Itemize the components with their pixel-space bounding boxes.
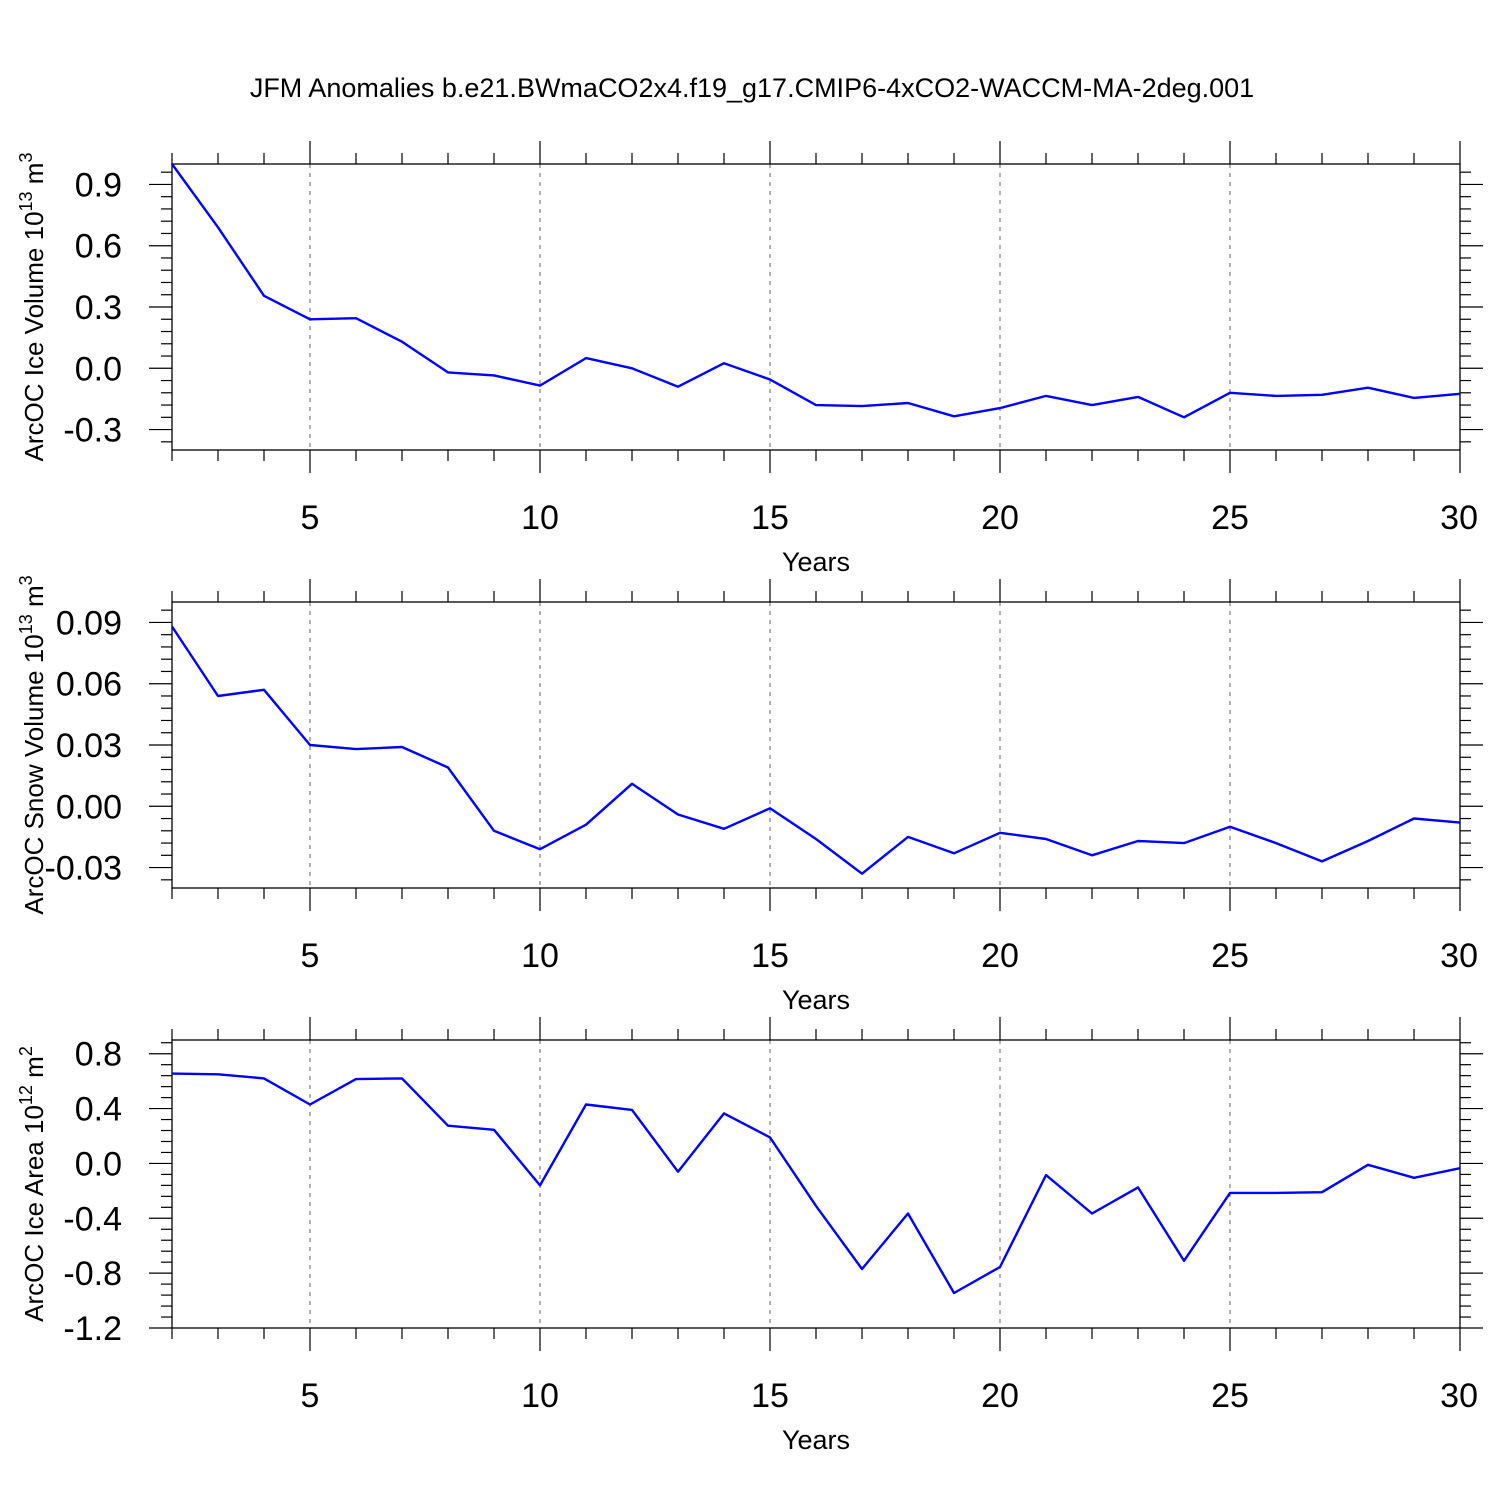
plot-frame bbox=[171, 601, 1461, 889]
y-tick-label: 0.0 bbox=[75, 1145, 122, 1183]
x-tick-label: 30 bbox=[1440, 937, 1478, 975]
x-tick-label: 10 bbox=[521, 499, 559, 537]
series-line bbox=[170, 625, 1461, 875]
y-tick-label: 0.9 bbox=[75, 166, 122, 204]
y-tick-label: 0.03 bbox=[56, 727, 122, 765]
panel-3: 0.8 0.4 0.0 -0.4 -0.8 -1.2 5 10 15 20 25 30 Years Arc… bbox=[16, 1017, 1483, 1455]
y-tick-label: -0.4 bbox=[63, 1200, 122, 1238]
y-tick-label: 0.09 bbox=[56, 604, 122, 642]
x-tick-label: 30 bbox=[1440, 499, 1478, 537]
chart-title: JFM Anomalies b.e21.BWmaCO2x4.f19_g17.CM… bbox=[250, 73, 1254, 103]
x-tick-label: 10 bbox=[521, 937, 559, 975]
y-tick-label: 0.0 bbox=[75, 350, 122, 388]
x-tick-label: 25 bbox=[1211, 499, 1249, 537]
x-tick-label: 20 bbox=[981, 1377, 1019, 1415]
y-axis-label: ArcOC Snow Volume 1013 m3 bbox=[16, 575, 49, 914]
y-tick-label: 0.6 bbox=[75, 228, 122, 266]
series-line bbox=[171, 1072, 1461, 1295]
y-tick-label: 0.8 bbox=[75, 1036, 122, 1074]
panel-2: 0.09 0.06 0.03 0.00 -0.03 5 10 15 20 25 30 Years Arc… bbox=[16, 575, 1483, 1015]
plot-frame bbox=[171, 1039, 1461, 1329]
y-tick-label: -1.2 bbox=[63, 1310, 122, 1348]
x-axis-label: Years bbox=[782, 985, 850, 1015]
y-tick-label: 0.00 bbox=[56, 788, 122, 826]
series-line bbox=[171, 163, 1461, 419]
x-axis-label: Years bbox=[782, 547, 850, 577]
y-tick-label: 0.4 bbox=[75, 1091, 122, 1129]
x-tick-label: 25 bbox=[1211, 1377, 1249, 1415]
plot-frame bbox=[171, 163, 1461, 451]
y-tick-label: -0.8 bbox=[63, 1255, 122, 1293]
y-tick-label: 0.3 bbox=[75, 289, 122, 327]
x-tick-label: 20 bbox=[981, 937, 1019, 975]
x-tick-label: 15 bbox=[751, 1377, 789, 1415]
x-tick-label: 5 bbox=[301, 499, 320, 537]
y-axis-label: ArcOC Ice Area 1012 m2 bbox=[16, 1046, 49, 1322]
y-tick-label: -0.3 bbox=[63, 412, 122, 450]
y-tick-label: 0.06 bbox=[56, 666, 122, 704]
x-tick-label: 5 bbox=[301, 1377, 320, 1415]
x-tick-label: 15 bbox=[751, 937, 789, 975]
x-tick-label: 5 bbox=[301, 937, 320, 975]
x-tick-label: 20 bbox=[981, 499, 1019, 537]
x-axis-label: Years bbox=[782, 1425, 850, 1455]
x-tick-label: 10 bbox=[521, 1377, 559, 1415]
y-axis-label: ArcOC Ice Volume 1013 m3 bbox=[16, 153, 49, 462]
x-tick-label: 15 bbox=[751, 499, 789, 537]
y-tick-label: -0.03 bbox=[45, 850, 123, 888]
panel-1: 0.9 0.6 0.3 0.0 -0.3 5 10 15 20 25 30 Years ArcOC Ic… bbox=[16, 141, 1483, 577]
x-tick-label: 25 bbox=[1211, 937, 1249, 975]
x-tick-label: 30 bbox=[1440, 1377, 1478, 1415]
